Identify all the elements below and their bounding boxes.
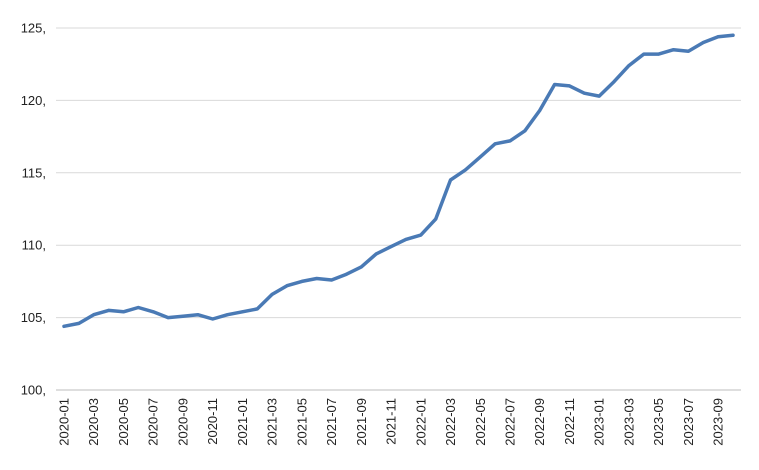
data-point-2020-02 (77, 321, 81, 325)
x-tick-label: 2022-05 (473, 398, 488, 446)
data-point-2021-05 (300, 279, 304, 283)
data-point-2021-03 (270, 292, 274, 296)
y-tick-label: 125, (21, 21, 46, 36)
x-tick-label: 2023-07 (681, 398, 696, 446)
series-line (62, 33, 735, 329)
x-tick-label: 2023-01 (592, 398, 607, 446)
data-point-2023-10 (731, 33, 735, 37)
x-tick-label: 2022-03 (443, 398, 458, 446)
data-point-2023-03 (627, 64, 631, 68)
series-group (62, 33, 735, 329)
y-tick-label: 105, (21, 310, 46, 325)
data-point-2021-09 (359, 265, 363, 269)
data-point-2023-09 (716, 35, 720, 39)
data-point-2021-04 (285, 284, 289, 288)
data-point-2023-08 (701, 40, 705, 44)
x-tick-label: 2021-11 (384, 398, 399, 445)
data-point-2022-12 (582, 91, 586, 95)
y-tick-label: 110, (22, 238, 46, 253)
data-point-2021-10 (374, 252, 378, 256)
data-point-2020-09 (181, 314, 185, 318)
data-point-2022-05 (478, 155, 482, 159)
x-tick-label: 2022-11 (562, 398, 577, 445)
x-tick-label: 2021-09 (354, 398, 369, 446)
data-point-2022-02 (434, 217, 438, 221)
x-tick-label: 2022-09 (532, 398, 547, 446)
x-tick-label: 2023-05 (651, 398, 666, 446)
x-tick-label: 2023-03 (621, 398, 636, 446)
x-tick-label: 2022-01 (413, 398, 428, 446)
data-point-2022-03 (449, 178, 453, 182)
x-tick-label: 2021-01 (235, 398, 250, 446)
data-point-2022-09 (538, 109, 542, 113)
data-point-2022-10 (553, 82, 557, 86)
x-tick-label: 2020-11 (205, 398, 220, 445)
data-point-2021-07 (330, 278, 334, 282)
data-point-2022-08 (523, 129, 527, 133)
x-tick-label: 2020-01 (57, 398, 72, 446)
data-point-2021-01 (240, 310, 244, 314)
x-tick-label: 2021-07 (324, 398, 339, 446)
data-point-2021-06 (315, 277, 319, 281)
x-tick-label: 2021-03 (265, 398, 280, 446)
x-tick-label: 2020-05 (116, 398, 131, 446)
x-tick-label: 2020-07 (146, 398, 161, 446)
data-point-2020-03 (92, 313, 96, 317)
x-tick-label: 2021-05 (294, 398, 309, 446)
x-axis-tick-labels: 2020-01 2020-03 2020-05 2020-07 2020-09 2020-… (57, 398, 726, 446)
data-point-2022-11 (567, 84, 571, 88)
x-tick-label: 2023-09 (711, 398, 726, 446)
data-point-2020-07 (151, 310, 155, 314)
x-tick-label: 2020-03 (86, 398, 101, 446)
data-point-2022-04 (463, 168, 467, 172)
data-point-2022-01 (419, 233, 423, 237)
x-tick-label: 2022-07 (503, 398, 518, 446)
data-point-2020-05 (121, 310, 125, 314)
data-point-2023-04 (642, 52, 646, 56)
data-point-2021-12 (404, 237, 408, 241)
y-axis-tick-labels: 100, 105, 110, 115, 120, 125, (21, 21, 46, 398)
data-point-2022-06 (493, 142, 497, 146)
gridlines (56, 27, 741, 319)
data-point-2020-11 (211, 317, 215, 321)
data-point-2020-10 (196, 313, 200, 317)
data-point-2020-12 (226, 313, 230, 317)
y-tick-label: 100, (21, 383, 46, 398)
data-point-2023-06 (672, 48, 676, 52)
y-tick-label: 120, (21, 93, 46, 108)
data-point-2023-02 (612, 80, 616, 84)
data-point-2020-01 (62, 324, 66, 328)
data-point-2022-07 (508, 139, 512, 143)
data-point-2021-11 (389, 245, 393, 249)
data-point-2020-04 (107, 308, 111, 312)
data-point-2023-01 (597, 94, 601, 98)
data-point-2020-08 (166, 316, 170, 320)
data-point-2020-06 (136, 305, 140, 309)
data-point-2021-02 (255, 307, 259, 311)
data-point-2021-08 (344, 272, 348, 276)
data-point-2023-05 (657, 52, 661, 56)
y-tick-label: 115, (22, 165, 46, 180)
data-point-2023-07 (686, 49, 690, 53)
x-tick-label: 2020-09 (175, 398, 190, 446)
